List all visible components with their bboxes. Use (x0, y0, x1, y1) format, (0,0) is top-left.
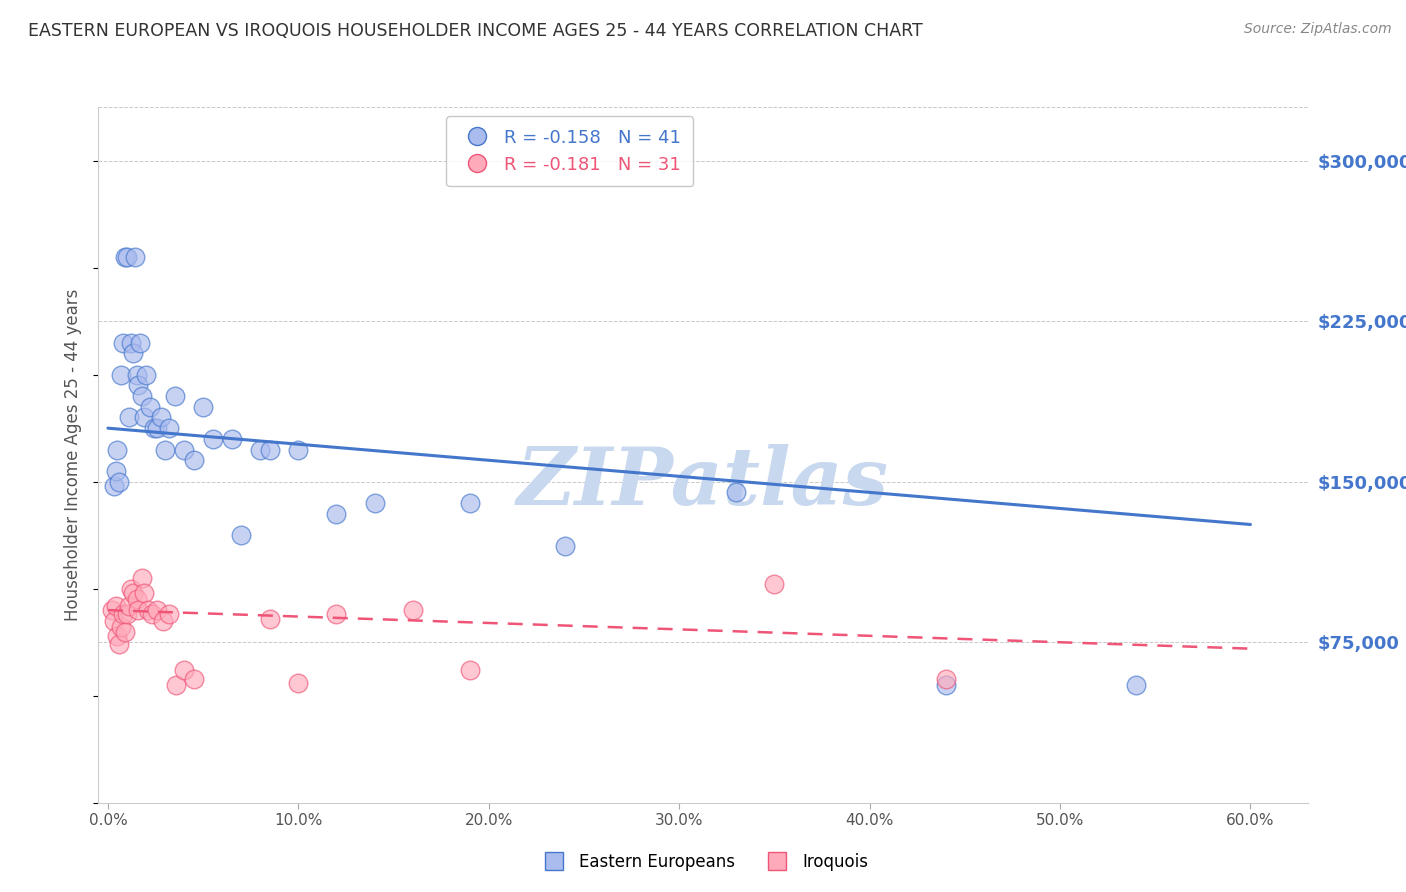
Point (104, 464, 127, 478)
Point (191, 400, 214, 414)
Point (146, 421, 169, 435)
Point (120, 582, 142, 596)
Point (124, 250, 146, 264)
Text: ZIPatlas: ZIPatlas (517, 444, 889, 522)
Point (173, 663, 195, 677)
Point (125, 592, 148, 607)
Text: Source: ZipAtlas.com: Source: ZipAtlas.com (1244, 22, 1392, 37)
Point (401, 603, 423, 617)
Point (259, 442, 281, 457)
Point (129, 335, 152, 350)
Point (221, 432, 243, 446)
Point (121, 586, 143, 600)
Point (173, 442, 195, 457)
Point (325, 607, 347, 622)
Point (110, 368, 132, 382)
Point (458, 496, 481, 510)
Text: EASTERN EUROPEAN VS IROQUOIS HOUSEHOLDER INCOME AGES 25 - 44 YEARS CORRELATION C: EASTERN EUROPEAN VS IROQUOIS HOUSEHOLDER… (28, 22, 922, 40)
Point (110, 620, 132, 634)
Point (108, 637, 131, 651)
Point (112, 335, 135, 350)
Point (201, 432, 224, 446)
Point (112, 607, 135, 622)
Point (115, 250, 138, 264)
Point (458, 663, 481, 677)
Point (554, 539, 576, 553)
Point (103, 614, 125, 628)
Point (120, 335, 142, 350)
Point (183, 672, 205, 686)
Y-axis label: Householder Income Ages 25 - 44 years: Householder Income Ages 25 - 44 years (65, 289, 83, 621)
Point (725, 485, 748, 500)
Point (114, 250, 136, 264)
Point (157, 421, 180, 435)
Point (134, 410, 156, 425)
Point (104, 599, 127, 613)
Legend: Eastern Europeans, Iroquois: Eastern Europeans, Iroquois (531, 847, 875, 878)
Point (100, 603, 122, 617)
Point (107, 629, 129, 643)
Point (166, 678, 188, 692)
Point (231, 528, 253, 542)
Point (150, 410, 173, 425)
Point (118, 410, 141, 425)
Point (108, 475, 131, 489)
Point (152, 614, 174, 628)
Point (127, 378, 149, 392)
Point (115, 607, 138, 622)
Point (107, 442, 129, 457)
Point (118, 599, 141, 613)
Point (139, 400, 162, 414)
Point (125, 368, 148, 382)
Point (249, 442, 271, 457)
Point (163, 389, 186, 403)
Point (114, 624, 136, 639)
Point (153, 442, 176, 457)
Point (287, 442, 309, 457)
Point (134, 586, 156, 600)
Point (136, 603, 159, 617)
Point (183, 453, 205, 467)
Point (142, 421, 165, 435)
Point (935, 672, 957, 686)
Point (325, 507, 347, 521)
Point (127, 603, 149, 617)
Point (146, 603, 169, 617)
Point (121, 346, 143, 360)
Point (131, 389, 153, 403)
Point (259, 612, 281, 626)
Point (135, 368, 157, 382)
Point (131, 571, 153, 585)
Point (103, 479, 125, 493)
Point (287, 676, 309, 690)
Point (1125, 678, 1147, 692)
Point (363, 496, 385, 510)
Point (763, 577, 786, 591)
Point (157, 607, 180, 622)
Point (935, 678, 957, 692)
Point (141, 607, 163, 622)
